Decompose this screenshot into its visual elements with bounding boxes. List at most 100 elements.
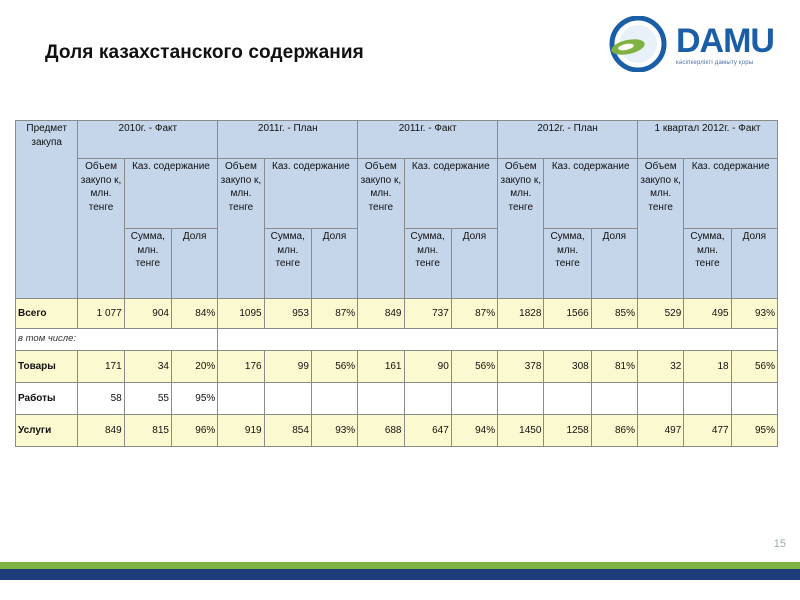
table-cell: [497, 382, 545, 415]
table-cell: 56%: [730, 350, 779, 383]
sum-header: Сумма, млн. тенге: [123, 228, 172, 299]
table-row-goods: Товары 171 34 20% 176 99 56% 161 90 56% …: [14, 350, 779, 383]
share-header: Доля: [450, 228, 499, 299]
table-cell: 96%: [170, 414, 219, 447]
empty-cell: [217, 328, 778, 351]
table-cell: 171: [77, 350, 125, 383]
table-row-works: Работы 58 55 95%: [14, 382, 779, 415]
table-cell: 1566: [543, 298, 592, 329]
period-header: 1 квартал 2012г. - Факт: [637, 120, 778, 159]
table-cell: 93%: [310, 414, 359, 447]
sum-header: Сумма, млн. тенге: [403, 228, 452, 299]
table-cell: [543, 382, 592, 415]
table-cell: 919: [217, 414, 265, 447]
table-row-services: Услуги 849 815 96% 919 854 93% 688 647 9…: [14, 414, 779, 447]
kaz-content-header: Каз. содержание: [263, 158, 359, 229]
table-cell: 849: [357, 298, 405, 329]
table-cell: 18: [683, 350, 732, 383]
table-cell: 161: [357, 350, 405, 383]
sum-header: Сумма, млн. тенге: [263, 228, 312, 299]
table-cell: 308: [543, 350, 592, 383]
footer-bar-green: [0, 562, 800, 569]
table-cell: [637, 382, 685, 415]
table-cell: 94%: [450, 414, 499, 447]
table-cell: 34: [123, 350, 172, 383]
damu-logo: DAMU кәсіпкерлікті дамыту қоры: [606, 15, 792, 73]
table-cell: [357, 382, 405, 415]
table-cell: [263, 382, 312, 415]
table-cell: 176: [217, 350, 265, 383]
table-cell: 93%: [730, 298, 779, 329]
table-cell: 81%: [590, 350, 639, 383]
table-cell: 87%: [450, 298, 499, 329]
table-cell: 815: [123, 414, 172, 447]
kaz-content-header: Каз. содержание: [123, 158, 219, 229]
table-cell: 87%: [310, 298, 359, 329]
table-cell: 55: [123, 382, 172, 415]
kaz-content-header: Каз. содержание: [683, 158, 778, 229]
share-header: Доля: [590, 228, 639, 299]
table-cell: [683, 382, 732, 415]
row-label: Услуги: [14, 414, 79, 447]
table-cell: [403, 382, 452, 415]
volume-header: Объем закупо к, млн. тенге: [637, 158, 685, 299]
row-label: Товары: [14, 350, 79, 383]
table-cell: [450, 382, 499, 415]
sum-header: Сумма, млн. тенге: [683, 228, 732, 299]
page-number: 15: [773, 538, 786, 550]
table-cell: 56%: [450, 350, 499, 383]
table-cell: 85%: [590, 298, 639, 329]
period-header: 2012г. - План: [497, 120, 639, 159]
logo-wordmark: DAMU: [676, 22, 775, 60]
subheading-label: в том числе:: [14, 328, 219, 351]
kaz-content-table: Предмет закупа 2010г. - Факт 2011г. - Пл…: [14, 120, 779, 447]
table-cell: 477: [683, 414, 732, 447]
kaz-content-header: Каз. содержание: [403, 158, 499, 229]
table-cell: 953: [263, 298, 312, 329]
table-cell: 95%: [170, 382, 219, 415]
damu-logo-icon: [609, 15, 667, 73]
period-header: 2011г. - План: [217, 120, 359, 159]
subject-header: Предмет закупа: [14, 120, 79, 299]
table-cell: 20%: [170, 350, 219, 383]
table-cell: 1095: [217, 298, 265, 329]
table-cell: 32: [637, 350, 685, 383]
table-cell: 529: [637, 298, 685, 329]
table-cell: 688: [357, 414, 405, 447]
table-subheading-row: в том числе:: [14, 328, 778, 351]
table-cell: 1828: [497, 298, 545, 329]
row-label: Всего: [14, 298, 79, 329]
period-header: 2010г. - Факт: [77, 120, 219, 159]
table-cell: 99: [263, 350, 312, 383]
table-cell: 904: [123, 298, 172, 329]
share-header: Доля: [170, 228, 219, 299]
table-row-total: Всего 1 077 904 84% 1095 953 87% 849 737…: [14, 298, 779, 329]
volume-header: Объем закупо к, млн. тенге: [217, 158, 265, 299]
volume-header: Объем закупо к, млн. тенге: [77, 158, 125, 299]
share-header: Доля: [310, 228, 359, 299]
row-label: Работы: [14, 382, 79, 415]
table-cell: 1450: [497, 414, 545, 447]
table-cell: [730, 382, 779, 415]
volume-header: Объем закупо к, млн. тенге: [497, 158, 545, 299]
table-cell: 849: [77, 414, 125, 447]
logo-subtitle: кәсіпкерлікті дамыту қоры: [676, 60, 754, 66]
table-cell: 84%: [170, 298, 219, 329]
table-cell: 1 077: [77, 298, 125, 329]
kaz-content-header: Каз. содержание: [543, 158, 639, 229]
footer-bar-blue: [0, 569, 800, 580]
table-cell: 737: [403, 298, 452, 329]
table-cell: 58: [77, 382, 125, 415]
table-cell: 95%: [730, 414, 779, 447]
table-cell: 56%: [310, 350, 359, 383]
table-cell: 495: [683, 298, 732, 329]
table-cell: 378: [497, 350, 545, 383]
period-header: 2011г. - Факт: [357, 120, 499, 159]
table-cell: [590, 382, 639, 415]
page-title: Доля казахстанского содержания: [45, 42, 364, 63]
table-cell: 86%: [590, 414, 639, 447]
table-cell: 854: [263, 414, 312, 447]
table-cell: 90: [403, 350, 452, 383]
volume-header: Объем закупо к, млн. тенге: [357, 158, 405, 299]
sum-header: Сумма, млн. тенге: [543, 228, 592, 299]
